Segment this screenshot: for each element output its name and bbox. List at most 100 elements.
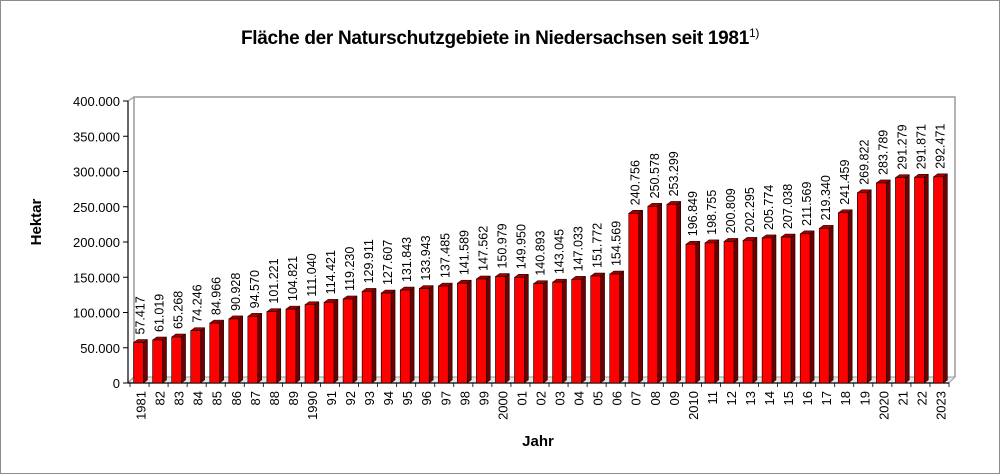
bar-side [543, 280, 548, 384]
bar [589, 272, 606, 384]
x-tick-label: 05 [591, 391, 606, 405]
bar-front [228, 318, 240, 384]
bar-front [857, 192, 868, 384]
bar-front [704, 242, 716, 384]
data-label: 133.943 [419, 235, 433, 280]
bar-front [418, 288, 430, 384]
bar-front [152, 339, 163, 384]
bar [647, 202, 663, 384]
data-label: 131.843 [400, 237, 414, 282]
bar-front [476, 278, 487, 384]
bar [399, 286, 415, 384]
data-label: 57.417 [134, 296, 148, 334]
data-label: 202.295 [743, 187, 757, 232]
bar [685, 240, 701, 384]
bar-side [505, 273, 510, 384]
x-tick-label: 91 [324, 391, 339, 405]
bar-front [590, 275, 601, 384]
x-tick-label: 1981 [134, 391, 149, 420]
x-axis: 1981 82 83 84 85 86 87 88 89 1990 91 92 93 94 95 96 97 98… [128, 382, 950, 420]
x-tick-label: 09 [667, 391, 682, 405]
data-label: 111.040 [305, 253, 319, 296]
x-tick-label: 19 [857, 391, 872, 405]
bar [513, 273, 530, 384]
bar-front [323, 302, 335, 384]
x-tick-label: 2020 [876, 391, 891, 420]
data-label: 114.421 [324, 250, 338, 294]
bar [437, 282, 453, 384]
bar-front [304, 304, 316, 384]
x-tick-label: 83 [172, 391, 187, 405]
x-tick-label: 15 [781, 391, 796, 405]
bar [780, 233, 796, 384]
bar [532, 280, 549, 384]
data-label: 241.459 [838, 160, 852, 205]
chart-title: Fläche der Naturschutzgebiete in Nieders… [0, 26, 1000, 50]
bar-side [447, 282, 453, 384]
bar [837, 209, 853, 384]
x-tick-label: 11 [705, 391, 720, 405]
bar-side [371, 287, 377, 384]
x-tick-label: 95 [400, 391, 415, 405]
bar-side [619, 270, 624, 384]
bar [608, 270, 625, 384]
y-tick-label: 250.000 [73, 200, 120, 215]
x-tick-label: 82 [153, 391, 168, 405]
bar-front [742, 240, 754, 384]
bar [551, 278, 568, 384]
x-tick-label: 2023 [933, 391, 948, 420]
bar-side [352, 295, 358, 384]
bar-side [866, 189, 872, 384]
x-tick-label: 04 [572, 391, 587, 405]
bar-front [514, 276, 525, 384]
data-label: 119.230 [343, 247, 357, 291]
bar-front [876, 182, 887, 384]
bar-front [780, 236, 792, 384]
bar-front [285, 308, 297, 384]
bar [761, 234, 777, 384]
bar [170, 333, 187, 384]
bar [875, 179, 892, 384]
bar-front [552, 281, 563, 384]
bar-side [467, 279, 472, 384]
x-axis-title: Jahr [522, 433, 554, 450]
bar-front [609, 273, 620, 384]
bar [209, 319, 225, 384]
x-tick-label: 07 [629, 391, 644, 405]
bar-side [562, 278, 567, 384]
bar-front [457, 282, 468, 384]
bar [189, 327, 206, 384]
data-label: 61.019 [153, 294, 167, 332]
bar-side [409, 286, 415, 384]
y-tick-label: 200.000 [73, 235, 120, 250]
x-tick-label: 97 [438, 391, 453, 405]
y-tick-label: 150.000 [73, 270, 120, 285]
bar [932, 173, 949, 384]
data-label: 240.756 [629, 160, 643, 205]
data-label: 205.774 [762, 185, 776, 230]
bar [475, 275, 492, 384]
bar-side [181, 333, 186, 384]
bar-side [390, 289, 396, 384]
bar [799, 230, 815, 384]
bar-front [799, 233, 811, 384]
bar [704, 239, 720, 384]
x-tick-label: 86 [229, 391, 244, 405]
x-tick-label: 06 [610, 391, 625, 405]
data-label: 253.299 [667, 151, 681, 196]
x-tick-label: 16 [800, 391, 815, 405]
bar [723, 237, 739, 384]
bar-side [790, 233, 796, 384]
x-tick-label: 14 [762, 391, 777, 405]
data-label: 151.772 [591, 223, 605, 268]
bar-front [133, 342, 144, 384]
data-label: 129.911 [362, 239, 376, 283]
bar-front [190, 330, 201, 384]
data-label: 207.038 [781, 184, 795, 229]
x-tick-label: 2000 [495, 391, 510, 420]
bar [494, 273, 511, 384]
data-label: 94.570 [248, 270, 262, 308]
bar-side [638, 209, 643, 384]
bar [304, 301, 320, 384]
